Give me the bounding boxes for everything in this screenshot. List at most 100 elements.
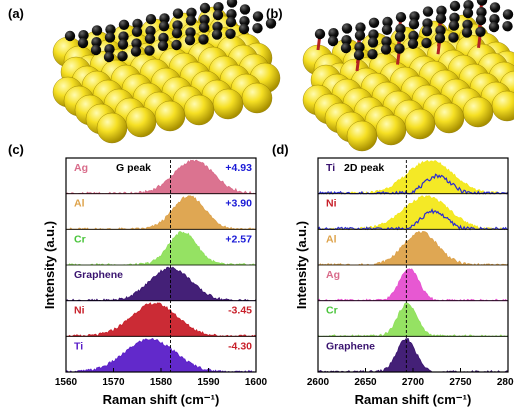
carbon-atom xyxy=(144,33,156,44)
x-axis-label: Raman shift (cm⁻¹) xyxy=(103,392,220,407)
carbon-atom xyxy=(132,18,143,30)
carbon-atom xyxy=(381,24,393,35)
carbon-atom xyxy=(475,26,486,37)
x-tick-label: 1580 xyxy=(150,377,173,388)
peak-annotation: G peak xyxy=(116,162,151,174)
carbon-atom xyxy=(435,13,447,24)
gold-atom xyxy=(346,120,378,152)
carbon-atom xyxy=(435,25,446,36)
carbon-atom xyxy=(489,2,501,13)
shift-value: -4.30 xyxy=(228,340,252,352)
carbon-atom xyxy=(367,37,379,48)
carbon-atom xyxy=(144,45,155,56)
carbon-atom xyxy=(212,9,224,21)
panel-label-a: (a) xyxy=(8,6,24,21)
carbon-atom xyxy=(77,37,89,49)
carbon-atom xyxy=(172,8,184,19)
carbon-atom xyxy=(502,9,514,20)
gold-atom xyxy=(241,82,273,114)
gold-atom xyxy=(375,114,407,146)
carbon-atom xyxy=(64,30,76,42)
carbon-atom xyxy=(368,17,380,28)
carbon-atom xyxy=(265,18,277,29)
carbon-atom xyxy=(130,46,142,57)
shift-value: +3.90 xyxy=(225,198,252,210)
carbon-atom xyxy=(463,0,474,11)
carbon-atom xyxy=(381,36,392,47)
carbon-atom xyxy=(185,15,197,26)
x-axis-label: Raman shift (cm⁻¹) xyxy=(355,392,472,407)
g-peak-chart: Ag +4.93 Al +3.90 Cr +2.57 Graphene Ni -3.45 Ti -4… xyxy=(42,157,268,407)
carbon-atom xyxy=(395,12,407,23)
metal-graphene-chemisorbed-model xyxy=(302,0,514,152)
carbon-atom xyxy=(212,21,223,32)
carbon-atom xyxy=(380,44,392,55)
spectrum-ni xyxy=(317,195,509,231)
carbon-atom xyxy=(421,26,433,37)
carbon-atom xyxy=(91,25,103,36)
gold-atom xyxy=(125,106,157,138)
carbon-atom xyxy=(78,30,89,41)
carbon-atom xyxy=(422,18,433,29)
carbon-atom xyxy=(462,19,473,30)
carbon-atom xyxy=(225,16,237,28)
carbon-atom xyxy=(103,51,115,63)
carbon-atom xyxy=(184,35,196,46)
spectrum-graphene xyxy=(317,338,509,373)
carbon-atom xyxy=(171,28,183,39)
carbon-atom xyxy=(252,11,264,22)
carbon-atom xyxy=(408,30,419,42)
carbon-atom xyxy=(105,24,116,35)
spectrum-ti xyxy=(65,337,256,373)
shift-value: +4.93 xyxy=(225,162,252,174)
x-tick-label: 2650 xyxy=(354,377,377,388)
x-tick-label: 1600 xyxy=(245,377,268,388)
gold-atom xyxy=(404,108,436,140)
series-label: Al xyxy=(326,233,337,245)
carbon-atom xyxy=(422,6,434,17)
gold-atom xyxy=(462,96,494,128)
carbon-atom xyxy=(354,30,366,41)
carbon-atom xyxy=(341,23,353,34)
carbon-atom xyxy=(449,12,460,23)
carbon-atom xyxy=(226,0,238,8)
carbon-atom xyxy=(489,14,500,25)
x-tick-label: 2800 xyxy=(497,377,514,388)
carbon-atom xyxy=(354,42,365,53)
carbon-atom xyxy=(353,49,365,61)
carbon-atom xyxy=(449,0,461,12)
carbon-atom xyxy=(118,31,129,42)
carbon-atom xyxy=(488,21,500,33)
carbon-atom xyxy=(409,11,420,22)
carbon-atom xyxy=(211,29,223,40)
carbon-atom xyxy=(199,14,210,25)
spectrum-ni xyxy=(65,302,257,337)
series-label: Ti xyxy=(326,162,335,174)
carbon-atom xyxy=(213,2,224,13)
carbon-atom xyxy=(145,25,156,37)
shift-value: -3.45 xyxy=(228,305,252,317)
series-label: Ag xyxy=(326,269,340,281)
carbon-atom xyxy=(382,16,393,28)
gold-atom xyxy=(491,90,514,122)
carbon-atom xyxy=(159,13,170,24)
carbon-atom xyxy=(199,2,211,14)
carbon-atom xyxy=(328,28,339,39)
carbon-atom xyxy=(394,43,405,54)
carbon-atom xyxy=(158,32,169,44)
x-tick-label: 2600 xyxy=(307,377,330,388)
gold-atom xyxy=(183,94,215,126)
carbon-atom xyxy=(368,29,379,40)
series-label: Graphene xyxy=(326,340,375,352)
carbon-atom xyxy=(198,34,209,45)
carbon-atom xyxy=(327,35,339,47)
panel-label-b: (b) xyxy=(266,6,283,21)
series-label: Ag xyxy=(74,162,88,174)
carbon-atom xyxy=(502,21,513,32)
peak-annotation: 2D peak xyxy=(344,162,384,174)
carbon-atom xyxy=(461,27,473,38)
carbon-atom xyxy=(476,7,487,18)
carbon-atom xyxy=(448,20,460,31)
carbon-atom xyxy=(340,42,352,54)
spectrum-cr xyxy=(317,302,509,337)
